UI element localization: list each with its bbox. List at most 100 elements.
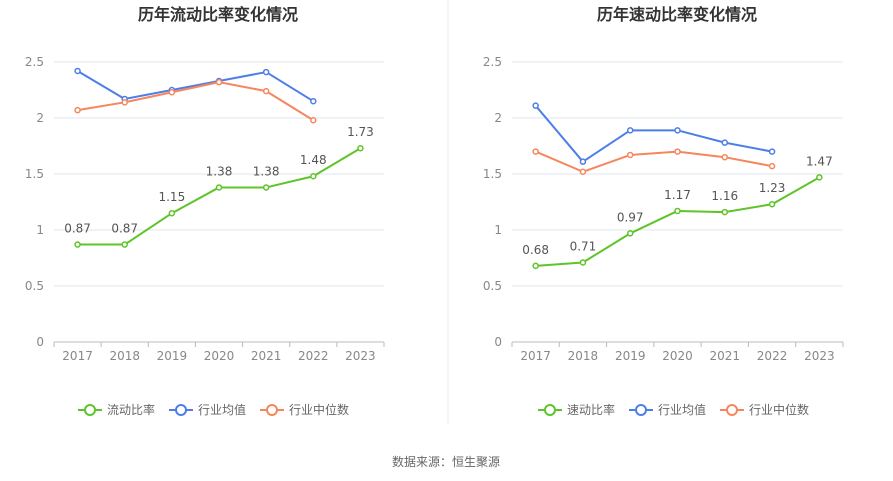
legend-label: 行业中位数 (749, 402, 809, 417)
y-tick-label: 1 (36, 223, 44, 237)
y-tick-label: 2 (494, 111, 502, 125)
y-tick-label: 2 (36, 111, 44, 125)
data-point-company (532, 262, 539, 270)
y-tick-label: 0 (36, 335, 44, 349)
data-label: 0.87 (64, 222, 91, 236)
y-tick-label: 0.5 (483, 279, 502, 293)
legend-item-industry_avg: 行业均值 (169, 402, 246, 417)
legend-item-company: 速动比率 (538, 402, 615, 417)
series-line-industry_avg (534, 105, 773, 163)
chart-title: 历年速动比率变化情况 (597, 5, 757, 24)
legend-label: 速动比率 (567, 402, 615, 417)
chart-panel-1: 历年流动比率变化情况 0 0.5 1 1.5 2 2.5 2017 2018 2019 2020 20… (25, 5, 385, 417)
x-tick-label: 2018 (568, 349, 599, 363)
chart-panel-2: 历年速动比率变化情况 0 0.5 1 1.5 2 2.5 2017 2018 2019 2020 20… (483, 5, 844, 417)
data-point-industry_median (674, 148, 681, 155)
data-point-industry_avg (721, 139, 729, 146)
data-label: 1.15 (158, 190, 185, 204)
data-label: 0.87 (111, 222, 138, 236)
data-point-company (721, 208, 729, 216)
series-line-industry_median (77, 81, 314, 122)
data-label: 1.17 (664, 188, 691, 202)
data-point-industry_median (215, 78, 223, 86)
data-point-industry_median (121, 99, 128, 106)
data-point-company (674, 207, 681, 215)
data-point-company (310, 172, 317, 180)
x-tick-label: 2023 (804, 349, 835, 363)
data-point-industry_median (74, 106, 81, 114)
data-point-company (121, 241, 128, 248)
x-tick-label: 2023 (345, 349, 376, 363)
y-tick-label: 1 (494, 223, 502, 237)
legend-label: 行业均值 (658, 402, 706, 417)
legend-item-industry_avg: 行业均值 (629, 402, 706, 417)
data-point-industry_median (721, 153, 729, 161)
data-point-company (74, 241, 81, 248)
chart-title: 历年流动比率变化情况 (138, 5, 298, 24)
data-point-company (626, 230, 634, 237)
x-tick-label: 2021 (710, 349, 741, 363)
data-label: 1.38 (253, 164, 280, 178)
data-point-industry_avg (768, 148, 776, 155)
x-tick-label: 2020 (662, 349, 693, 363)
data-point-company (168, 209, 176, 217)
y-tick-label: 2.5 (25, 55, 44, 69)
series-line-industry_median (535, 150, 773, 173)
x-tick-label: 2017 (62, 349, 93, 363)
x-tick-label: 2022 (757, 349, 788, 363)
series-line-industry_avg (77, 70, 314, 103)
data-point-industry_avg (74, 67, 81, 75)
legend-label: 行业中位数 (289, 402, 349, 417)
data-label: 1.16 (711, 189, 738, 203)
y-tick-label: 0 (494, 335, 502, 349)
legend-marker (84, 404, 96, 416)
legend-item-company: 流动比率 (78, 402, 155, 417)
x-tick-label: 2021 (251, 349, 282, 363)
data-point-industry_median (168, 88, 176, 96)
x-tick-label: 2019 (615, 349, 646, 363)
x-tick-label: 2022 (298, 349, 329, 363)
data-point-company (215, 184, 223, 191)
data-point-company (768, 200, 776, 208)
data-point-company (357, 144, 364, 152)
legend-marker (726, 404, 738, 416)
data-point-company (579, 259, 587, 266)
y-tick-label: 0.5 (25, 279, 44, 293)
y-tick-label: 1.5 (483, 167, 502, 181)
data-point-industry_avg (310, 97, 317, 105)
legend-label: 流动比率 (107, 402, 155, 417)
data-label: 1.47 (806, 154, 833, 168)
legend-item-industry_median: 行业中位数 (720, 402, 809, 417)
legend-marker (175, 404, 187, 416)
data-point-industry_median (768, 162, 776, 170)
x-tick-label: 2020 (204, 349, 235, 363)
data-point-industry_avg (262, 68, 270, 76)
data-point-company (816, 174, 823, 181)
data-point-industry_median (262, 87, 270, 95)
x-tick-label: 2017 (520, 349, 551, 363)
data-point-industry_median (310, 116, 317, 124)
x-tick-label: 2019 (157, 349, 188, 363)
data-point-industry_avg (674, 127, 681, 134)
data-point-industry_avg (532, 102, 539, 109)
data-label: 1.48 (300, 153, 327, 167)
data-label: 0.68 (522, 243, 549, 257)
legend-marker (544, 404, 556, 416)
legend-marker (635, 404, 647, 416)
legend-label: 行业均值 (198, 402, 246, 417)
y-tick-label: 1.5 (25, 167, 44, 181)
data-point-company (262, 184, 270, 191)
x-tick-label: 2018 (109, 349, 140, 363)
legend-item-industry_median: 行业中位数 (260, 402, 349, 417)
source-label: 数据来源：恒生聚源 (392, 454, 500, 469)
data-label: 1.73 (347, 125, 374, 139)
y-tick-label: 2.5 (483, 55, 502, 69)
data-point-industry_median (579, 168, 587, 176)
data-point-industry_avg (626, 127, 634, 134)
data-point-industry_median (626, 151, 634, 159)
data-point-industry_avg (579, 158, 587, 165)
data-label: 1.38 (206, 164, 233, 178)
data-label: 0.97 (617, 210, 644, 224)
legend-marker (266, 404, 278, 416)
